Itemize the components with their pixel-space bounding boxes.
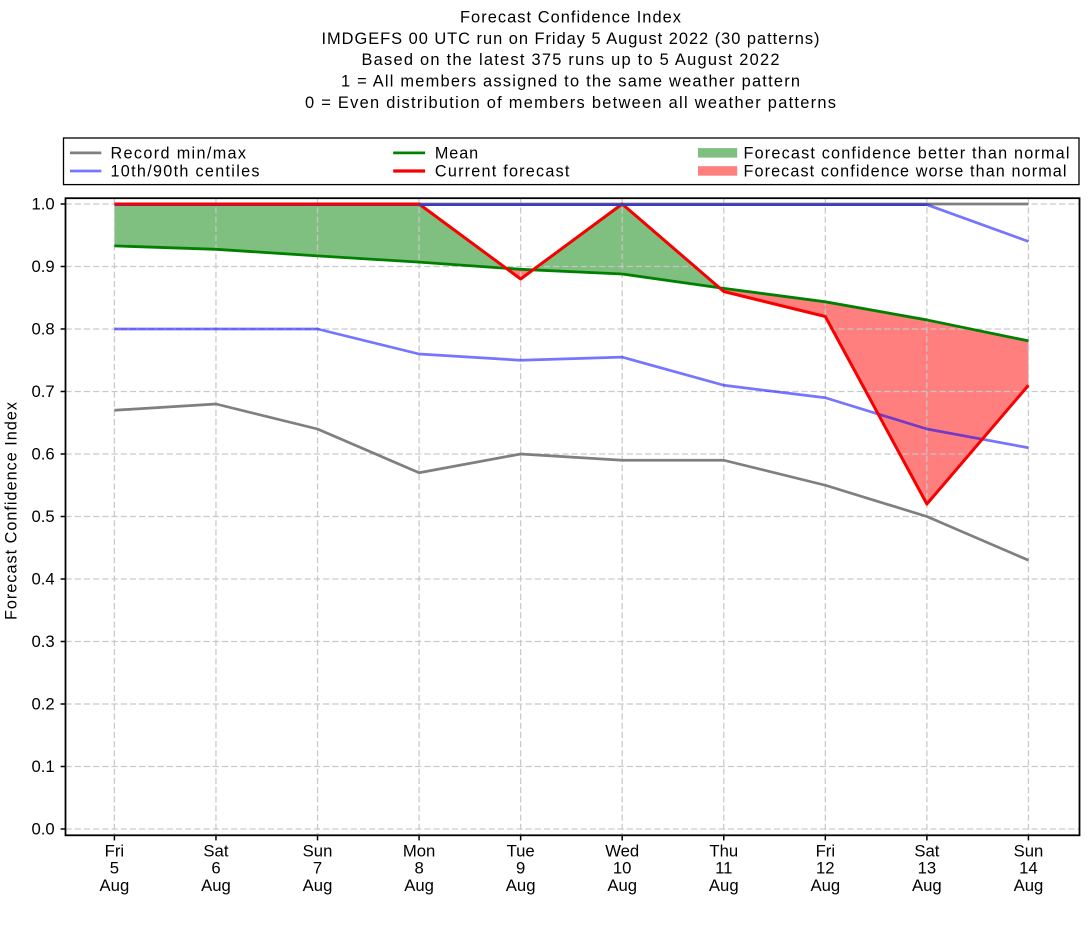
svg-text:5: 5 [110, 859, 119, 878]
svg-text:Sun: Sun [1014, 841, 1044, 860]
svg-text:Fri: Fri [816, 841, 835, 860]
svg-text:Forecast confidence better tha: Forecast confidence better than normal [744, 144, 1070, 162]
svg-text:Aug: Aug [201, 876, 231, 895]
svg-text:Forecast Confidence Index: Forecast Confidence Index [3, 402, 21, 620]
svg-text:8: 8 [414, 859, 423, 878]
svg-text:Aug: Aug [404, 876, 434, 895]
svg-text:Aug: Aug [607, 876, 637, 895]
svg-text:Aug: Aug [810, 876, 840, 895]
svg-text:Current forecast: Current forecast [435, 163, 570, 181]
svg-text:Aug: Aug [912, 876, 942, 895]
svg-text:6: 6 [211, 859, 220, 878]
svg-text:10th/90th centiles: 10th/90th centiles [111, 163, 260, 181]
svg-text:Aug: Aug [1014, 876, 1044, 895]
svg-text:Forecast confidence worse than: Forecast confidence worse than normal [744, 163, 1067, 181]
svg-text:12: 12 [816, 859, 835, 878]
svg-text:10: 10 [613, 859, 632, 878]
svg-text:0.2: 0.2 [31, 695, 54, 714]
svg-text:Fri: Fri [105, 841, 124, 860]
svg-text:Sat: Sat [914, 841, 939, 860]
svg-text:0.1: 0.1 [31, 757, 54, 776]
svg-text:0 = Even distribution of membe: 0 = Even distribution of members between… [305, 94, 836, 112]
svg-text:Wed: Wed [605, 841, 639, 860]
svg-text:14: 14 [1019, 859, 1038, 878]
svg-text:IMDGEFS 00 UTC run on Friday 5: IMDGEFS 00 UTC run on Friday 5 August 20… [322, 30, 820, 48]
svg-text:Sat: Sat [203, 841, 228, 860]
svg-text:0.0: 0.0 [31, 820, 54, 839]
svg-text:Mon: Mon [403, 841, 435, 860]
svg-text:Forecast Confidence Index: Forecast Confidence Index [460, 9, 682, 27]
svg-text:1 = All members assigned to th: 1 = All members assigned to the same wea… [341, 73, 800, 91]
svg-text:0.7: 0.7 [31, 382, 54, 401]
svg-text:Tue: Tue [507, 841, 535, 860]
svg-text:Aug: Aug [506, 876, 536, 895]
svg-text:Based on the latest 375 runs u: Based on the latest 375 runs up to 5 Aug… [362, 51, 780, 69]
svg-text:0.4: 0.4 [31, 570, 54, 589]
svg-text:Aug: Aug [709, 876, 739, 895]
svg-text:7: 7 [313, 859, 322, 878]
svg-text:1.0: 1.0 [31, 195, 54, 214]
svg-text:0.8: 0.8 [31, 320, 54, 339]
svg-text:0.6: 0.6 [31, 445, 54, 464]
svg-text:0.3: 0.3 [31, 632, 54, 651]
svg-text:Aug: Aug [303, 876, 333, 895]
svg-text:Aug: Aug [100, 876, 130, 895]
svg-text:9: 9 [516, 859, 525, 878]
svg-text:Mean: Mean [435, 144, 478, 162]
svg-text:13: 13 [918, 859, 937, 878]
svg-text:Thu: Thu [709, 841, 738, 860]
svg-text:0.5: 0.5 [31, 507, 54, 526]
svg-text:0.9: 0.9 [31, 257, 54, 276]
svg-text:11: 11 [715, 859, 732, 878]
svg-text:Sun: Sun [303, 841, 333, 860]
svg-text:Record min/max: Record min/max [111, 144, 247, 162]
